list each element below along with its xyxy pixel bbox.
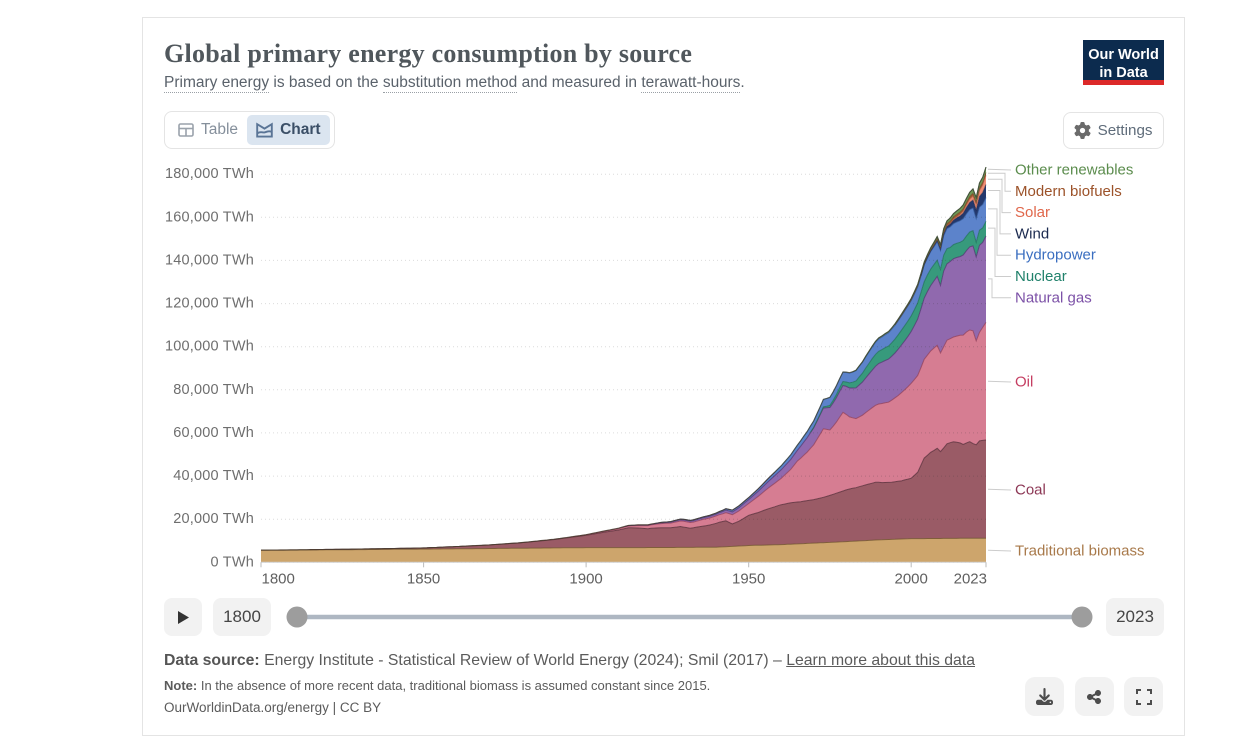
svg-text:1800: 1800 xyxy=(262,571,295,588)
svg-text:Natural gas: Natural gas xyxy=(1015,289,1092,306)
svg-text:20,000 TWh: 20,000 TWh xyxy=(173,511,254,527)
svg-text:0 TWh: 0 TWh xyxy=(211,554,254,570)
svg-text:Other renewables: Other renewables xyxy=(1015,162,1133,179)
svg-text:1850: 1850 xyxy=(407,571,440,588)
svg-text:180,000 TWh: 180,000 TWh xyxy=(165,166,254,182)
svg-text:Oil: Oil xyxy=(1015,374,1033,391)
svg-text:Traditional biomass: Traditional biomass xyxy=(1015,543,1145,560)
svg-text:2000: 2000 xyxy=(895,571,928,588)
svg-text:140,000 TWh: 140,000 TWh xyxy=(165,252,254,268)
svg-text:60,000 TWh: 60,000 TWh xyxy=(173,425,254,441)
svg-text:160,000 TWh: 160,000 TWh xyxy=(165,209,254,225)
svg-text:1950: 1950 xyxy=(732,571,765,588)
svg-text:Modern biofuels: Modern biofuels xyxy=(1015,183,1122,200)
svg-text:Nuclear: Nuclear xyxy=(1015,268,1067,285)
svg-text:Coal: Coal xyxy=(1015,482,1046,499)
svg-text:100,000 TWh: 100,000 TWh xyxy=(165,339,254,355)
svg-text:40,000 TWh: 40,000 TWh xyxy=(173,468,254,484)
svg-text:80,000 TWh: 80,000 TWh xyxy=(173,382,254,398)
svg-text:Wind: Wind xyxy=(1015,225,1049,242)
svg-text:1900: 1900 xyxy=(569,571,602,588)
svg-text:120,000 TWh: 120,000 TWh xyxy=(165,296,254,312)
svg-text:2023: 2023 xyxy=(954,571,987,588)
svg-text:Solar: Solar xyxy=(1015,204,1050,221)
svg-text:Hydropower: Hydropower xyxy=(1015,247,1096,264)
